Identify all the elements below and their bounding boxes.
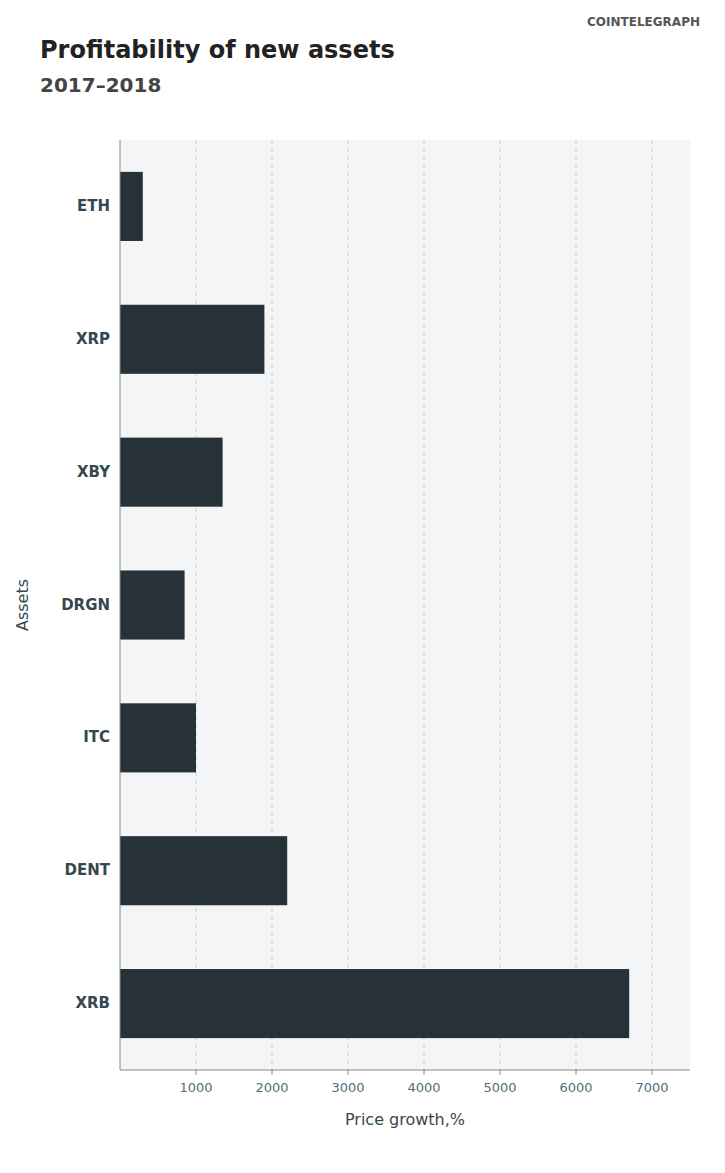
x-tick-label: 7000 xyxy=(635,1080,668,1095)
bar xyxy=(120,703,196,772)
y-tick-label: DENT xyxy=(65,861,111,879)
bar xyxy=(120,438,223,507)
grid-line xyxy=(424,140,425,1070)
tick-mark xyxy=(652,1070,653,1075)
bar xyxy=(120,836,287,905)
x-tick-label: 5000 xyxy=(483,1080,516,1095)
grid-line xyxy=(576,140,577,1070)
grid-line xyxy=(272,140,273,1070)
bar xyxy=(120,570,185,639)
tick-mark xyxy=(272,1070,273,1075)
chart-container: Profitability of new assets 2017–2018 COIN… xyxy=(0,0,725,1173)
y-tick-label: ITC xyxy=(83,728,110,746)
y-tick-label: XRB xyxy=(75,994,110,1012)
bar xyxy=(120,305,264,374)
title: Profitability of new assets xyxy=(40,36,395,64)
bars xyxy=(120,172,629,1038)
grid-line xyxy=(196,140,197,1070)
x-axis-line xyxy=(120,1070,690,1071)
tick-mark xyxy=(424,1070,425,1075)
y-axis-label: Assets xyxy=(13,579,32,631)
annotation: COINTELEGRAPH xyxy=(587,15,700,29)
tick-mark xyxy=(196,1070,197,1075)
x-tick-label: 2000 xyxy=(255,1080,288,1095)
grid-line xyxy=(348,140,349,1070)
bar xyxy=(120,969,629,1038)
chart-svg: Profitability of new assets 2017–2018 COIN… xyxy=(0,0,725,1173)
grid-line xyxy=(500,140,501,1070)
subtitle: 2017–2018 xyxy=(40,73,161,97)
y-tick-label: XBY xyxy=(77,463,111,481)
x-tick-label: 3000 xyxy=(331,1080,364,1095)
x-tick-label: 4000 xyxy=(407,1080,440,1095)
grid-line xyxy=(652,140,653,1070)
plot-background xyxy=(120,140,690,1070)
y-axis-line xyxy=(120,140,121,1070)
tick-mark xyxy=(500,1070,501,1075)
bar xyxy=(120,172,143,241)
tick-mark xyxy=(576,1070,577,1075)
x-tick-label: 1000 xyxy=(179,1080,212,1095)
x-axis-label: Price growth,% xyxy=(345,1110,465,1129)
x-tick-label: 6000 xyxy=(559,1080,592,1095)
grid xyxy=(196,140,652,1070)
y-tick-label: DRGN xyxy=(61,596,110,614)
y-tick-label: ETH xyxy=(77,197,110,215)
tick-mark xyxy=(348,1070,349,1075)
y-tick-label: XRP xyxy=(76,330,110,348)
